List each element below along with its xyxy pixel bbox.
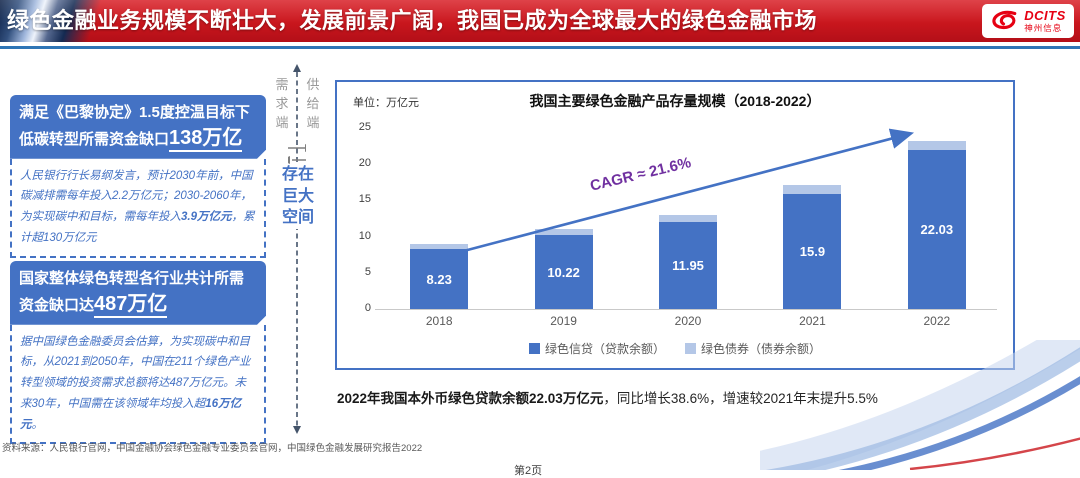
bar-value-label: 10.22	[547, 264, 580, 280]
bond-segment	[783, 185, 842, 194]
bar-value-label: 15.9	[799, 243, 826, 259]
info-box-body: 人民银行行长易纲发言，预计2030年前，中国碳减排需每年投入2.2万亿元；203…	[10, 158, 266, 258]
bar-value-label: 8.23	[426, 271, 452, 287]
info-box-body: 据中国绿色金融委员会估算，为实现碳中和目标，从2021到2050年，中国在211…	[10, 324, 266, 445]
header-divider	[0, 46, 1080, 49]
bar-slot: 22.03	[875, 82, 999, 309]
legend-swatch-icon	[528, 343, 540, 354]
supply-side-label: 供给端	[306, 77, 320, 130]
bar-slot: 15.9	[750, 82, 874, 309]
chart-legend: 绿色信贷（贷款余额） 绿色债券（债券余额）	[337, 340, 1013, 357]
bar-slot: 8.23	[377, 82, 501, 309]
y-axis-ticks: 0 5 10 15 20 25	[345, 82, 371, 314]
credit-segment: 11.95	[659, 222, 718, 309]
x-tick-label: 2020	[674, 314, 702, 328]
y-tick: 10	[358, 229, 371, 242]
credit-segment: 10.22	[534, 235, 593, 309]
legend-label: 绿色信贷（贷款余额）	[544, 342, 665, 356]
x-axis-line	[375, 309, 997, 310]
stacked-bar-2022: 22.03	[907, 140, 966, 309]
y-tick: 25	[358, 121, 371, 133]
info-box-header: 满足《巴黎协定》1.5度控温目标下低碳转型所需资金缺口138万亿	[10, 95, 266, 159]
y-tick: 0	[364, 302, 371, 314]
chart-unit-label: 单位：万亿元	[353, 97, 419, 109]
info-box-header: 国家整体绿色转型各行业共计所需资金缺口达487万亿	[10, 261, 266, 325]
credit-segment: 8.23	[410, 249, 469, 309]
info-box-paris-agreement: 满足《巴黎协定》1.5度控温目标下低碳转型所需资金缺口138万亿 人民银行行长易…	[10, 95, 266, 258]
x-axis-labels: 2018 2019 2020 2021 2022	[377, 314, 999, 328]
stacked-bar-2019: 10.22	[534, 228, 593, 309]
logo-subname: 神州信息	[1024, 23, 1063, 34]
page-number: 第2页	[514, 465, 543, 477]
y-tick: 15	[358, 193, 371, 206]
demand-side-label: 需求端	[275, 77, 289, 130]
bars-area: 8.23 10.22 11.95 15.9 22.03	[377, 82, 999, 309]
x-tick-label: 2018	[425, 314, 453, 328]
info-header-highlight: 487万亿	[94, 293, 167, 318]
slide-title: 绿色金融业务规模不断壮大，发展前景广阔，我国已成为全球最大的绿色金融市场	[7, 8, 818, 33]
bar-slot: 10.22	[501, 82, 625, 309]
chart-summary-text: 2022年我国本外币绿色贷款余额22.03万亿元，同比增长38.6%，增速较20…	[337, 391, 878, 406]
source-note: 资料来源：人民银行官网，中国金融协会绿色金融专业委员会官网，中国绿色金融发展研究…	[2, 443, 423, 454]
legend-item: 绿色债券（债券余额）	[685, 340, 821, 357]
info-header-highlight: 138万亿	[169, 127, 242, 152]
bond-segment	[907, 140, 966, 150]
credit-segment: 15.9	[783, 193, 842, 309]
credit-segment: 22.03	[907, 149, 966, 309]
company-logo: DCITS 神州信息	[982, 4, 1074, 38]
legend-swatch-icon	[685, 343, 696, 354]
supply-demand-divider	[288, 64, 306, 434]
info-box-national-transition: 国家整体绿色转型各行业共计所需资金缺口达487万亿 据中国绿色金融委员会估算，为…	[10, 261, 266, 445]
stacked-bar-2018: 8.23	[410, 244, 469, 309]
dcits-swirl-icon	[992, 10, 1017, 30]
title-banner: 绿色金融业务规模不断壮大，发展前景广阔，我国已成为全球最大的绿色金融市场	[0, 0, 1080, 42]
stacked-bar-2020: 11.95	[659, 215, 718, 309]
legend-item: 绿色信贷（贷款余额）	[528, 340, 665, 357]
legend-label: 绿色债券（债券余额）	[701, 342, 822, 356]
x-tick-label: 2021	[799, 314, 826, 328]
green-finance-chart: 单位：万亿元 我国主要绿色金融产品存量规模（2018-2022） 0 5 10 15 2…	[335, 80, 1015, 370]
info-header-text: 国家整体绿色转型各行业共计所需资金缺口达	[19, 270, 245, 314]
y-tick: 5	[364, 265, 371, 278]
huge-gap-label: 存在 巨大 空间	[280, 164, 316, 229]
chart-title: 我国主要绿色金融产品存量规模（2018-2022）	[529, 93, 821, 109]
info-header-text: 满足《巴黎协定》1.5度控温目标下低碳转型所需资金缺口	[19, 104, 250, 148]
x-tick-label: 2022	[923, 314, 951, 328]
logo-name: DCITS	[1024, 8, 1066, 24]
x-tick-label: 2019	[550, 314, 577, 328]
stacked-bar-2021: 15.9	[783, 185, 842, 309]
y-tick: 20	[358, 157, 371, 170]
bar-slot: 11.95	[626, 82, 750, 309]
bar-value-label: 11.95	[672, 258, 704, 274]
bond-segment	[659, 215, 718, 223]
bar-value-label: 22.03	[920, 221, 954, 237]
